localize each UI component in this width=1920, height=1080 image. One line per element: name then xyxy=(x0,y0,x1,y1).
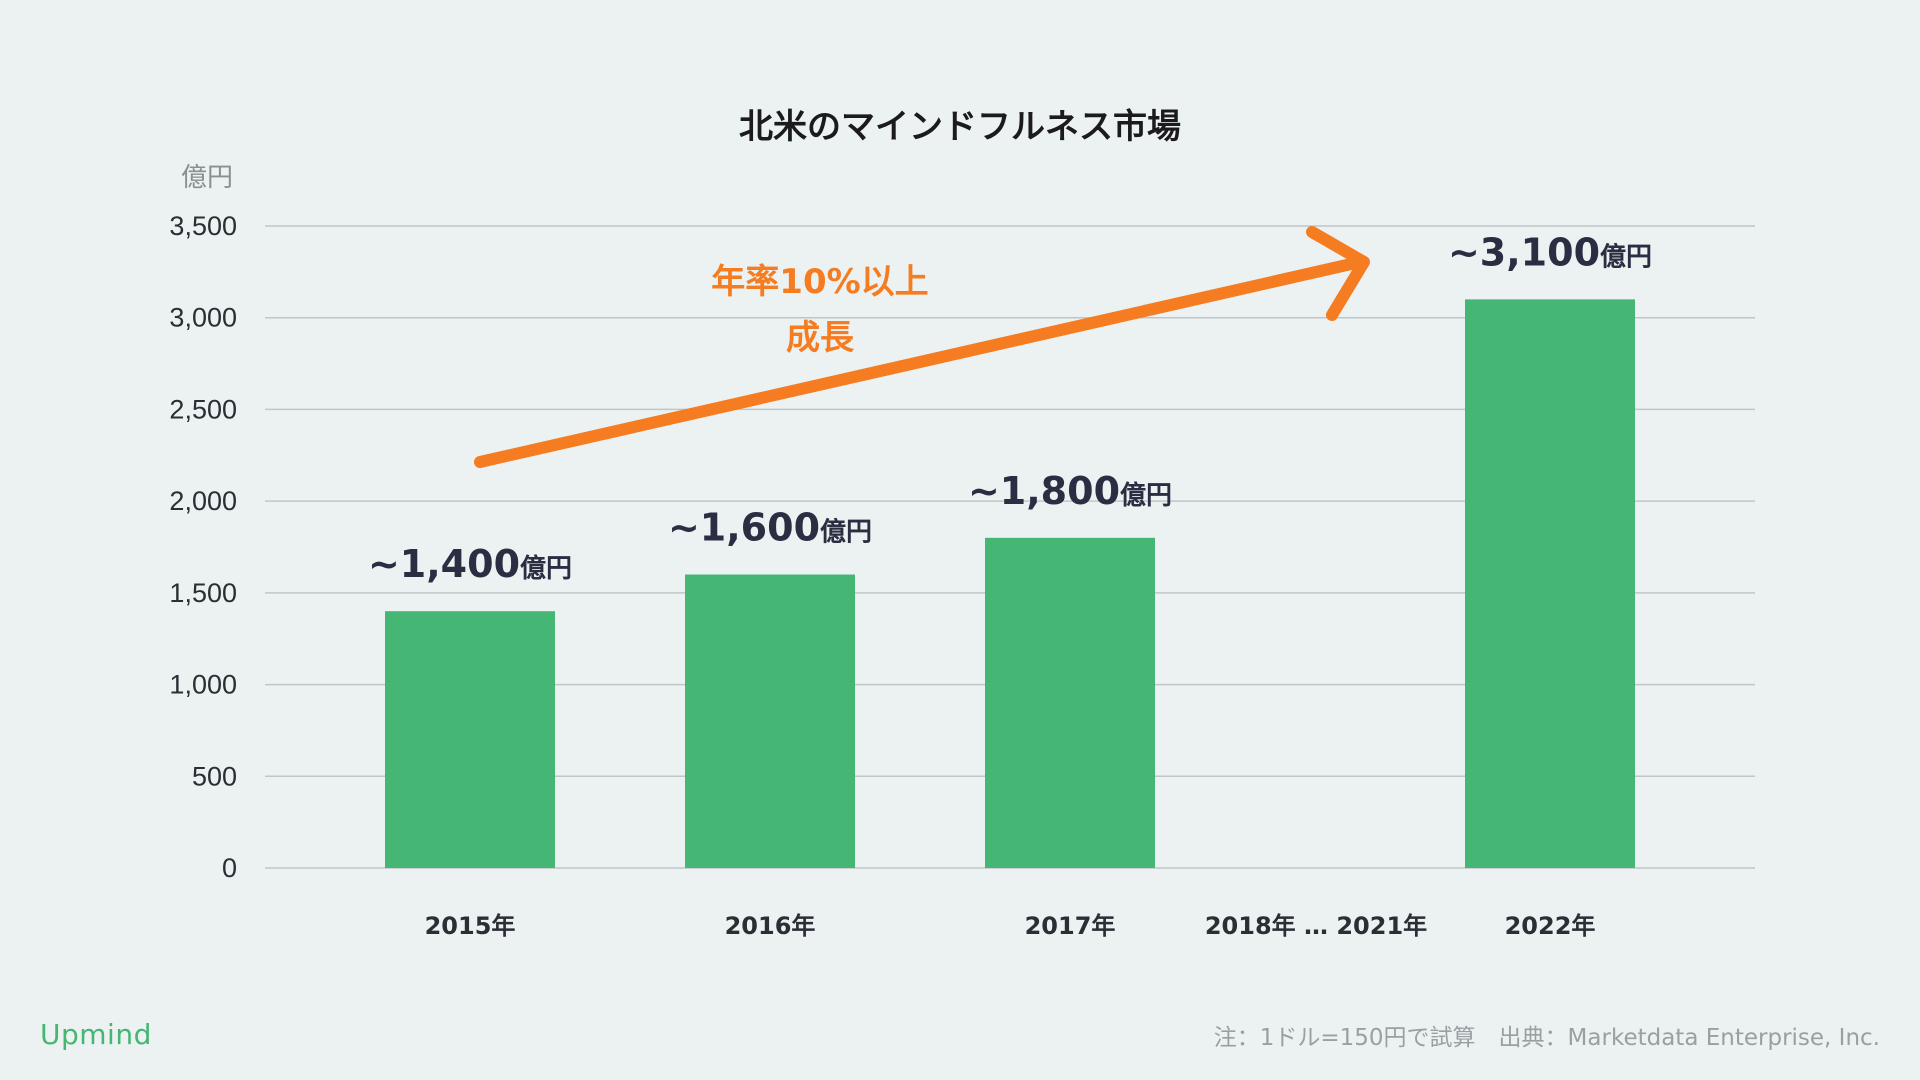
bar xyxy=(1465,299,1635,868)
data-label-value: ~1,600 xyxy=(668,506,820,550)
bar xyxy=(685,574,855,868)
data-label-unit: 億円 xyxy=(820,518,872,548)
x-axis-ticks: 2015年 2016年 2017年 2018年 … 2021年 2022年 xyxy=(425,912,1596,940)
upmind-logo: Upmind xyxy=(40,1018,152,1051)
y-tick-label: 0 xyxy=(222,853,237,883)
data-label-value: ~3,100 xyxy=(1448,230,1600,274)
data-label-value: ~1,400 xyxy=(368,542,520,586)
y-axis-unit-label: 億円 xyxy=(181,163,233,193)
data-label-unit: 億円 xyxy=(1600,242,1652,272)
y-tick-label: 2,000 xyxy=(169,486,237,516)
x-tick-label: 2015年 xyxy=(425,912,516,940)
y-tick-label: 3,500 xyxy=(169,211,237,241)
source-footnote: 注：1ドル=150円で試算 出典：Marketdata Enterprise, … xyxy=(1213,1025,1880,1051)
x-tick-label: 2016年 xyxy=(725,912,816,940)
y-tick-label: 1,500 xyxy=(169,578,237,608)
growth-arrow xyxy=(474,226,1370,468)
x-tick-label: 2022年 xyxy=(1505,912,1596,940)
data-label: ~1,400億円 xyxy=(368,542,572,586)
growth-arrow-shaft xyxy=(474,256,1366,468)
data-label-unit: 億円 xyxy=(520,554,572,584)
growth-annotation-line-2: 成長 xyxy=(786,318,855,358)
y-tick-label: 3,000 xyxy=(169,303,237,333)
data-label-value: ~1,800 xyxy=(968,469,1120,513)
bar xyxy=(385,611,555,868)
bar xyxy=(985,537,1155,868)
data-labels: ~1,400億円~1,600億円~1,800億円~3,100億円 xyxy=(368,230,1652,586)
y-tick-label: 1,000 xyxy=(169,670,237,700)
y-tick-label: 2,500 xyxy=(169,394,237,424)
bars xyxy=(385,299,1635,868)
x-tick-label: 2018年 … 2021年 xyxy=(1205,912,1427,940)
growth-arrow-head xyxy=(1306,226,1370,321)
data-label: ~1,600億円 xyxy=(668,506,872,550)
growth-annotation-line-1: 年率10%以上 xyxy=(711,262,928,302)
data-label: ~3,100億円 xyxy=(1448,230,1652,274)
chart-title: 北米のマインドフルネス市場 xyxy=(739,107,1181,147)
data-label-unit: 億円 xyxy=(1120,481,1172,511)
data-label: ~1,800億円 xyxy=(968,469,1172,513)
x-tick-label: 2017年 xyxy=(1025,912,1116,940)
y-tick-label: 500 xyxy=(192,761,237,791)
